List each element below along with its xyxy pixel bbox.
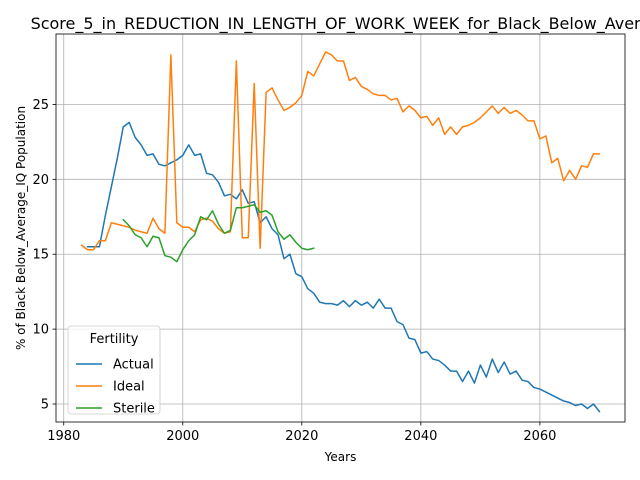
y-tick-label: 5 (41, 398, 49, 413)
series-line-actual (86, 121, 601, 413)
y-tick-label: 20 (32, 173, 49, 188)
legend: Fertility Actual Ideal Sterile (67, 325, 161, 417)
x-axis-title: Years (324, 450, 357, 464)
legend-label-actual: Actual (113, 358, 154, 373)
axis-ticks: 1980 2000 2020 2040 2060 5 10 15 20 25 (32, 98, 556, 444)
series-lines (80, 51, 601, 413)
plot-frame (55, 33, 626, 423)
x-tick-label: 1980 (47, 429, 80, 444)
series-line-sterile (122, 204, 315, 263)
x-tick-label: 2020 (285, 429, 318, 444)
x-tick-label: 2000 (166, 429, 199, 444)
series-line-ideal (80, 51, 601, 251)
y-tick-label: 15 (32, 248, 49, 263)
x-tick-label: 2040 (404, 429, 437, 444)
legend-box (67, 325, 161, 415)
y-tick-label: 25 (32, 98, 49, 113)
legend-label-sterile: Sterile (113, 402, 155, 417)
y-tick-label: 10 (32, 323, 49, 338)
x-tick-label: 2060 (523, 429, 556, 444)
legend-title: Fertility (90, 332, 139, 347)
legend-entries: Actual Ideal Sterile (76, 358, 155, 417)
legend-label-ideal: Ideal (113, 380, 145, 395)
chart-title: Score_5_in_REDUCTION_IN_LENGTH_OF_WORK_W… (31, 14, 640, 34)
y-axis-title: % of Black Below_Average_IQ Population (14, 106, 28, 350)
grid (56, 34, 625, 422)
